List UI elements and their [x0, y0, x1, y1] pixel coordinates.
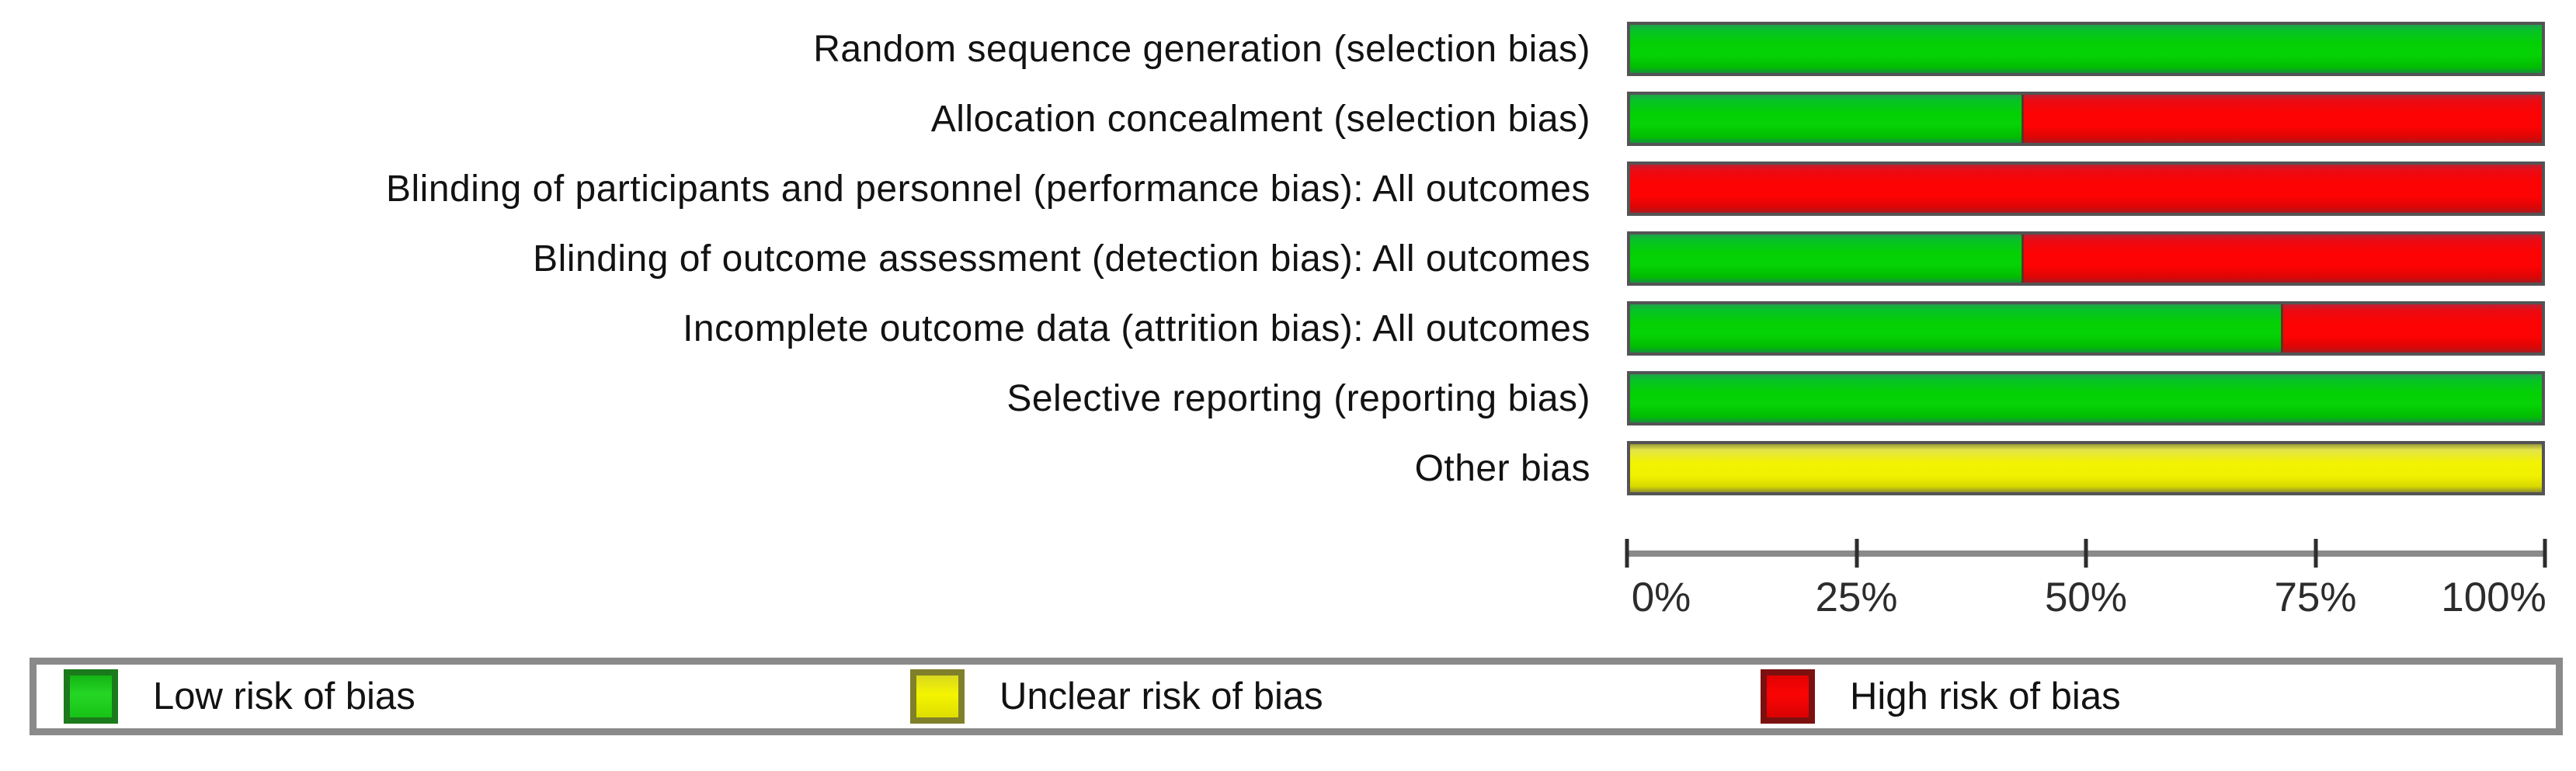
bar-segment-high [1630, 165, 2542, 213]
legend-label-high-risk: High risk of bias [1850, 675, 2121, 717]
chart-row: Random sequence generation (selection bi… [0, 22, 2576, 76]
chart-row: Blinding of outcome assessment (detectio… [0, 231, 2576, 286]
category-label: Random sequence generation (selection bi… [813, 28, 1590, 70]
category-label: Allocation concealment (selection bias) [930, 98, 1590, 140]
bar-segment-low [1630, 374, 2542, 422]
axis-tick-label-50: 50% [2044, 575, 2128, 620]
axis-tick-label-75: 75% [2274, 575, 2357, 620]
legend-item-high-risk: High risk of bias [1761, 669, 2121, 724]
legend-label-unclear-risk: Unclear risk of bias [999, 675, 1323, 717]
axis-tick-100 [2543, 539, 2547, 568]
chart-row: Other bias [0, 441, 2576, 495]
bar-segment-unclear [1630, 444, 2542, 492]
stacked-bar [1627, 371, 2545, 425]
stacked-bar [1627, 231, 2545, 286]
bar-segment-low [1630, 95, 2022, 143]
chart-rows: Random sequence generation (selection bi… [0, 22, 2576, 511]
legend-item-low-risk: Low risk of bias [64, 669, 415, 724]
category-label: Selective reporting (reporting bias) [1006, 377, 1590, 419]
legend-label-low-risk: Low risk of bias [153, 675, 415, 717]
legend: Low risk of bias Unclear risk of bias Hi… [30, 658, 2563, 735]
axis-tick-50 [2084, 539, 2088, 568]
legend-item-unclear-risk: Unclear risk of bias [910, 669, 1323, 724]
axis-tick-0 [1625, 539, 1629, 568]
category-label: Blinding of outcome assessment (detectio… [533, 238, 1590, 280]
axis-tick-25 [1855, 539, 1858, 568]
category-label: Blinding of participants and personnel (… [386, 168, 1590, 210]
chart-row: Incomplete outcome data (attrition bias)… [0, 301, 2576, 356]
bar-segment-low [1630, 234, 2022, 283]
bar-segment-high [2021, 95, 2542, 143]
stacked-bar [1627, 301, 2545, 356]
stacked-bar [1627, 441, 2545, 495]
bar-segment-low [1630, 304, 2282, 353]
high-risk-swatch-icon [1761, 669, 1815, 724]
axis-tick-75 [2314, 539, 2317, 568]
unclear-risk-swatch-icon [910, 669, 965, 724]
stacked-bar [1627, 22, 2545, 76]
low-risk-swatch-icon [64, 669, 118, 724]
axis-tick-label-0: 0% [1631, 575, 1691, 620]
chart-row: Selective reporting (reporting bias) [0, 371, 2576, 425]
category-label: Incomplete outcome data (attrition bias)… [683, 307, 1590, 349]
axis-tick-label-100: 100% [2441, 575, 2546, 620]
chart-row: Blinding of participants and personnel (… [0, 161, 2576, 216]
chart-row: Allocation concealment (selection bias) [0, 92, 2576, 146]
x-axis: 0% 25% 50% 75% 100% [1625, 509, 2547, 625]
category-label: Other bias [1414, 447, 1590, 489]
axis-tick-label-25: 25% [1815, 575, 1898, 620]
bar-segment-high [2281, 304, 2542, 353]
bar-segment-high [2021, 234, 2542, 283]
bar-segment-low [1630, 25, 2542, 73]
stacked-bar [1627, 92, 2545, 146]
stacked-bar [1627, 161, 2545, 216]
